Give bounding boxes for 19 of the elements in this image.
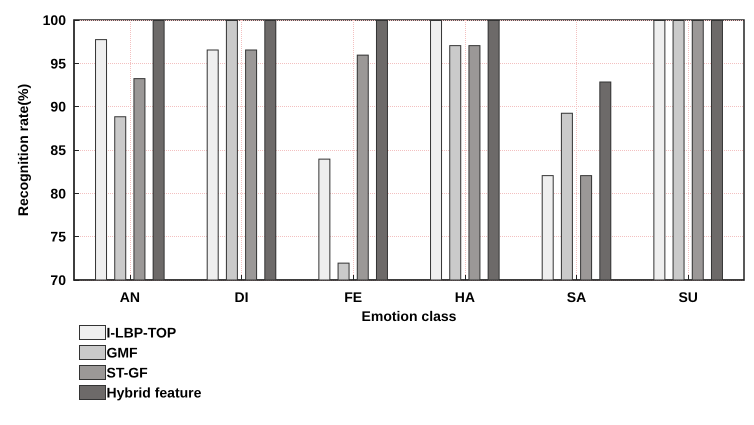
y-tick-label: 90	[50, 98, 66, 115]
y-tick-label: 80	[50, 185, 66, 202]
legend-label: I-LBP-TOP	[106, 324, 176, 340]
y-tick-label: 75	[50, 228, 66, 245]
legend-label: Hybrid feature	[106, 384, 202, 400]
x-tick-label: SU	[678, 289, 698, 305]
x-tick-label: HA	[454, 289, 475, 305]
y-tick-label: 95	[50, 55, 66, 72]
x-tick-label: DI	[234, 289, 248, 305]
legend-label: ST-GF	[106, 364, 148, 380]
x-tick-label: AN	[120, 289, 140, 305]
y-axis-title: Recognition rate(%)	[15, 84, 31, 216]
y-tick-label: 70	[50, 272, 66, 288]
y-tick-label: 100	[42, 12, 66, 28]
legend-label: GMF	[106, 344, 138, 360]
x-axis-title: Emotion class	[362, 308, 457, 324]
x-tick-label: FE	[344, 289, 362, 305]
x-tick-label: SA	[566, 289, 586, 305]
y-tick-label: 85	[50, 142, 66, 158]
